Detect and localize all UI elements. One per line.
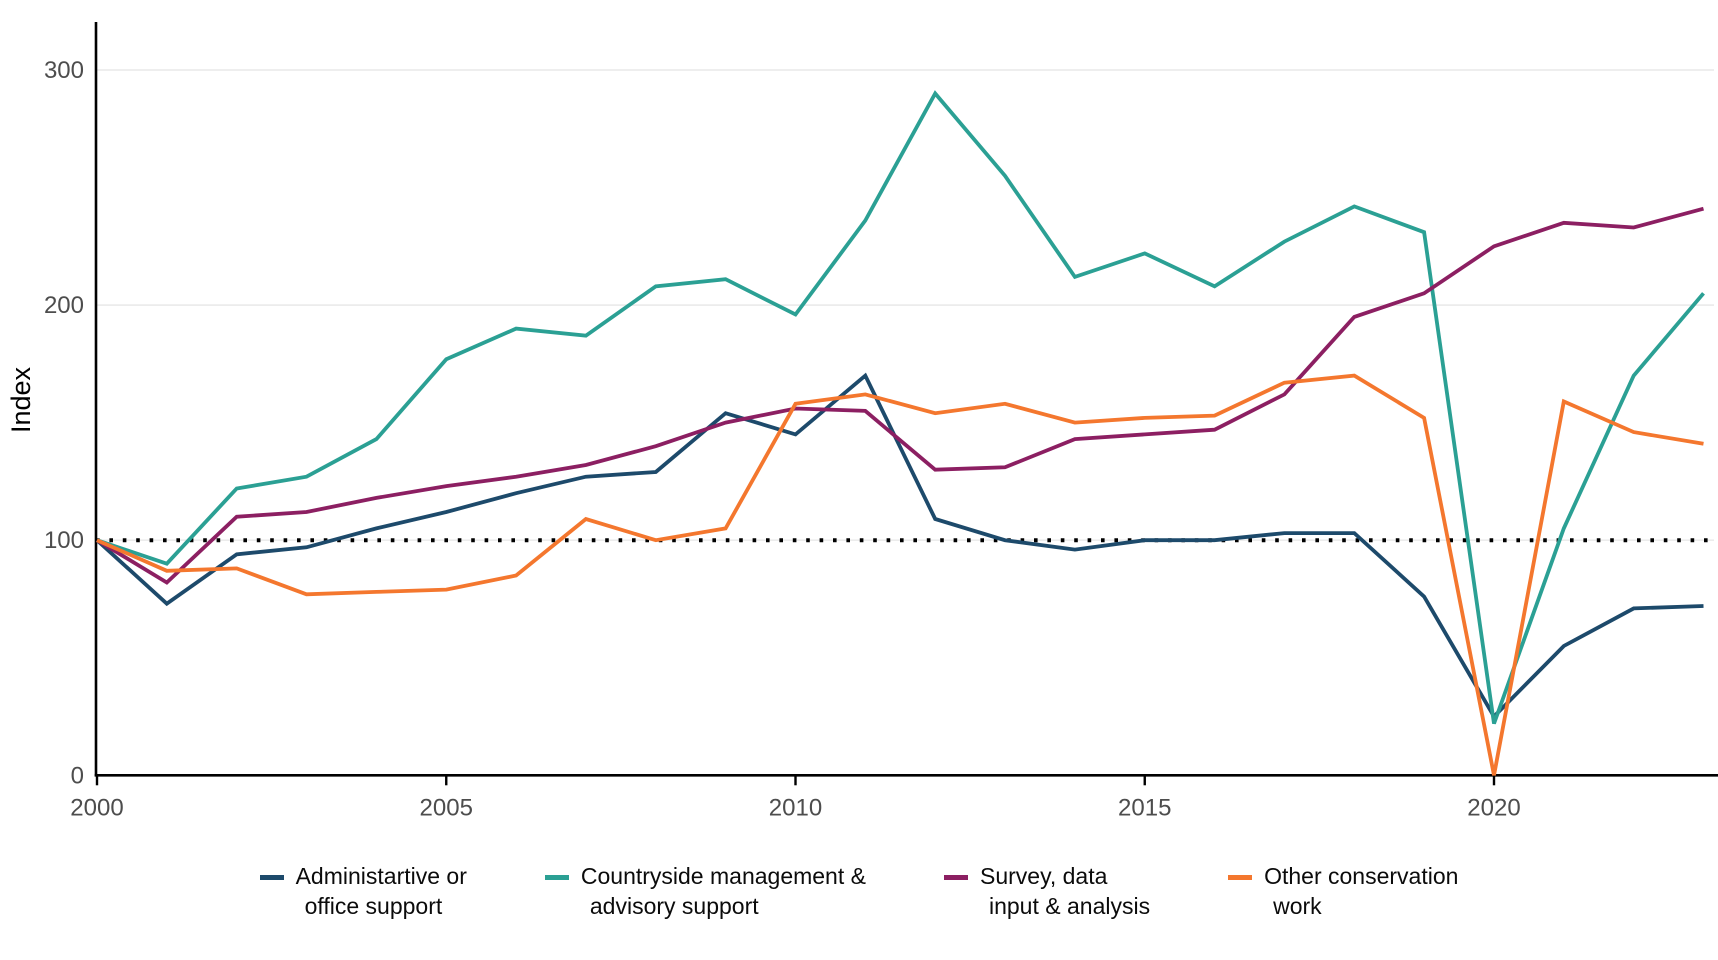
legend-key-swatch-3: [1228, 875, 1253, 880]
legend-label-2: Survey, data input & analysis: [979, 863, 1151, 919]
legend: Administartive or office support Countrysi…: [0, 862, 1718, 922]
y-tick-label-100: 100: [44, 527, 84, 554]
series-line-3: [96, 373, 1704, 776]
series-line-1: [96, 90, 1705, 725]
gridlines: [96, 69, 1714, 542]
x-tick-label-2015: 2015: [1118, 794, 1171, 821]
x-tick-label-2005: 2005: [420, 794, 473, 821]
x-tick-label-2000: 2000: [70, 794, 123, 821]
y-axis-title: Index: [6, 366, 36, 433]
legend-key-swatch-0: [259, 875, 284, 880]
legend-item-3: Other conservation work: [1228, 862, 1458, 922]
legend-label-1: Countryside management & advisory support: [580, 863, 866, 919]
y-tick-label-200: 200: [44, 292, 84, 319]
legend-key-swatch-2: [943, 875, 968, 880]
legend-key-swatch-1: [544, 875, 569, 880]
series-lines: [95, 90, 1705, 776]
y-tick-label-0: 0: [71, 762, 84, 789]
legend-label-0: Administartive or office support: [295, 863, 467, 919]
series-line-2: [96, 206, 1704, 585]
x-tick-label-2020: 2020: [1467, 794, 1520, 821]
x-tick-label-2010: 2010: [769, 794, 822, 821]
legend-label-3: Other conservation work: [1264, 863, 1459, 919]
axis-labels: 2000 2005 2010 2015 2020 0 100 200 300: [44, 57, 1521, 821]
series-line-0: [95, 372, 1704, 720]
legend-item-1: Countryside management & advisory support: [544, 862, 866, 922]
axes: [94, 22, 1718, 786]
y-tick-label-300: 300: [44, 57, 84, 84]
legend-item-2: Survey, data input & analysis: [943, 862, 1151, 922]
legend-item-0: Administartive or office support: [259, 862, 467, 922]
